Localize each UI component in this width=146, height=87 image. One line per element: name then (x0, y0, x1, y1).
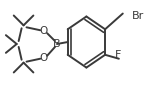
Text: O: O (39, 53, 47, 63)
Text: Br: Br (132, 11, 144, 21)
Text: F: F (115, 50, 121, 60)
Text: O: O (39, 26, 47, 36)
Text: B: B (53, 39, 61, 49)
